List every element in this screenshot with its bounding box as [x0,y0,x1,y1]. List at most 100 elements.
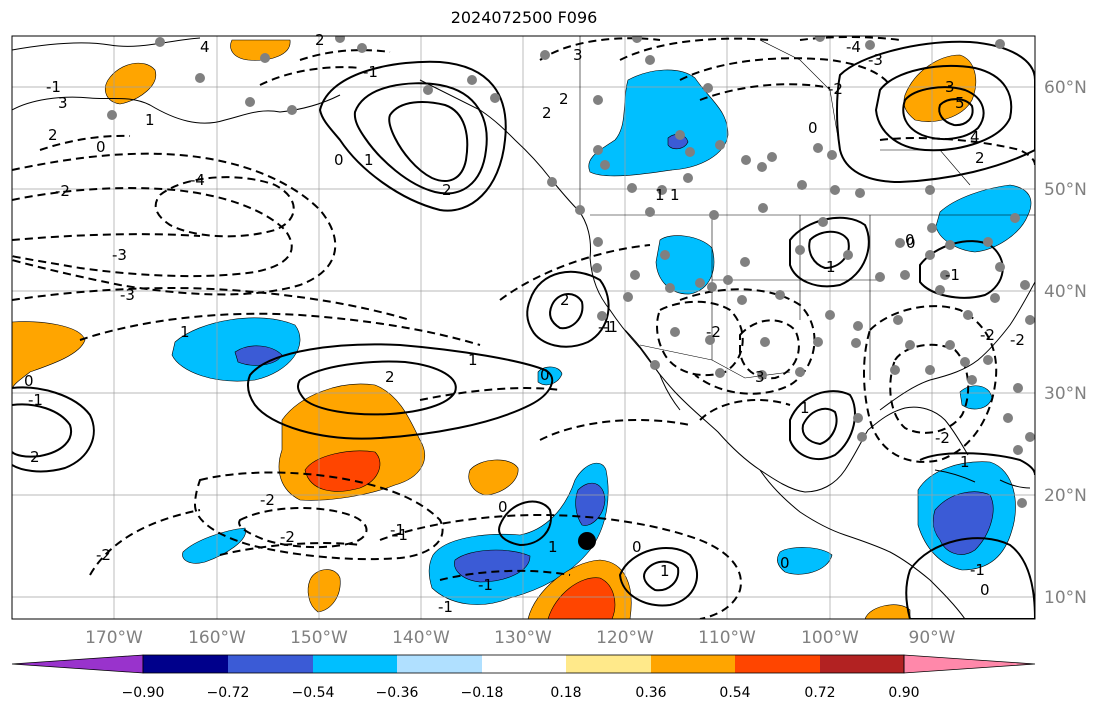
lat-tick-label: 20°N [1044,486,1087,506]
contour-label: 0 [980,581,990,599]
plot-title: 2024072500 F096 [450,8,598,27]
contour-label: 1 [800,399,810,417]
contour-label: -1 [945,266,960,284]
contour-label: -1 [598,318,613,336]
colorbar-tick-label: −0.54 [292,685,335,701]
colorbar-tick-label: −0.90 [122,685,165,701]
contour-label: 5 [955,94,965,112]
contour-label: -1 [363,63,378,81]
contour-label: 3 [58,94,68,112]
lon-tick-label: 120°W [596,628,654,648]
colorbar-tick-label: 0.54 [719,685,750,701]
contour-label: 0 [498,498,508,516]
contour-label: 0 [96,138,106,156]
colorbar-bin [313,655,397,673]
contour-label: 0 [905,231,915,249]
lon-tick-label: 160°W [188,628,246,648]
contour-label: 4 [970,128,980,146]
contour-label: 1 [180,323,190,341]
colorbar-bin [651,655,735,673]
colorbar-tick-label: 0.72 [804,685,835,701]
contour-label: 3 [945,78,955,96]
colorbar [11,654,1036,674]
contour-label: 2 [315,31,325,49]
colorbar-bin [228,655,313,673]
contour-label: -1 [603,318,618,336]
lon-tick-labels: 170°W 160°W 150°W 140°W 130°W 120°W 110°… [85,628,956,648]
contour-label: 2 [30,448,40,466]
lat-tick-label: 30°N [1044,384,1087,404]
colorbar-extend-low [11,654,144,674]
lon-tick-label: 130°W [494,628,552,648]
shade-red-central [304,450,381,492]
lat-tick-labels: 60°N 50°N 40°N 30°N 20°N 10°N [1044,78,1087,608]
contour-label: -3 [112,246,127,264]
shade-darkblue-lower2 [575,482,606,526]
contour-label: 1 [960,453,970,471]
contour-label: 2 [560,291,570,309]
contour-label: 1 [660,562,670,580]
graticule [12,36,1035,619]
contour-label: -3 [868,51,883,69]
contour-label: 0 [780,554,790,572]
storm-center-marker [578,532,596,550]
contour-label: 2 [385,368,395,386]
lon-tick-label: 150°W [290,628,348,648]
contour-label: 2 [975,149,985,167]
shade-orange-se [864,604,911,619]
colorbar-frame [142,654,905,674]
shade-blue-small3 [537,366,563,386]
colorbar-tick-label: 0.90 [888,685,919,701]
contour-label: 1 [468,351,478,369]
contour-label: -1 [28,391,43,409]
contour-label: 4 [200,38,210,56]
colorbar-bin [735,655,820,673]
lat-tick-label: 50°N [1044,180,1087,200]
contour-label: -2 [706,323,721,341]
contours [12,40,1035,619]
contour-label: -1 [970,561,985,579]
contour-label: 1 [548,538,558,556]
contour-label: 1 [655,186,665,204]
shade-blue-left [171,317,301,382]
contour-label: -2 [260,491,275,509]
contour-label: 2 [48,126,58,144]
colorbar-tick-label: 0.36 [635,685,666,701]
shade-orange-top [230,39,291,61]
coastlines [12,36,1035,619]
contour-label: -4 [190,171,205,189]
contour-label: -4 [846,38,861,56]
contour-label: -2 [935,429,950,447]
shade-orange-nw [105,62,157,105]
contour-label: -1 [46,78,61,96]
shade-red-bottom [547,577,616,619]
contour-label: 0 [334,151,344,169]
colorbar-bin [143,655,228,673]
shaded-fields [12,39,1032,619]
contour-label: -3 [120,286,135,304]
contour-label: -2 [980,326,995,344]
contour-label: 0 [632,538,642,556]
lon-tick-label: 100°W [801,628,859,648]
contour-label: 1 [670,186,680,204]
colorbar-tick-label: −0.72 [207,685,250,701]
shade-blue-small1 [777,547,833,575]
contour-label: 1 [826,258,836,276]
contour-label: 2 [442,181,452,199]
contours-dashed [12,36,1035,619]
contour-label: -1 [478,576,493,594]
map-background [12,36,1035,619]
contour-label: -1 [390,521,405,539]
colorbar-tick-label: 0.18 [550,685,581,701]
map-frame [11,35,1036,620]
colorbar-bin [566,655,651,673]
contour-label: -1 [393,526,408,544]
lon-tick-label: 110°W [698,628,756,648]
shade-blue-sw [182,527,246,564]
contour-label: 0 [540,366,550,384]
contour-label: 3 [573,46,583,64]
contour-label: -2 [1010,331,1025,349]
contour-label: -2 [55,182,70,200]
contour-label: -2 [96,546,111,564]
